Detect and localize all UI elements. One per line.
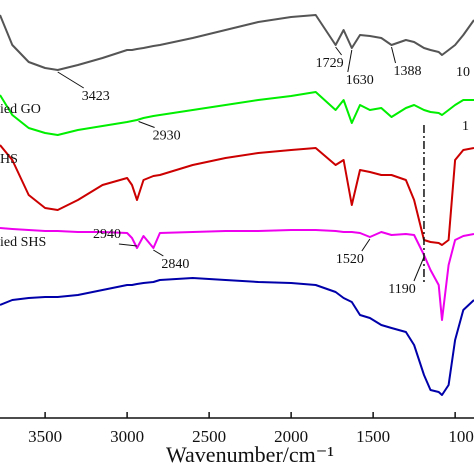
annotation: 2930 — [153, 129, 181, 144]
annotation-leader — [118, 243, 138, 247]
spectrum-line — [0, 14, 474, 71]
series-label: ied GO — [0, 102, 41, 117]
annotation-leader — [335, 46, 342, 56]
x-tick-label: 3500 — [28, 427, 62, 446]
x-tick-label: 2500 — [192, 427, 226, 446]
annotation-leader — [413, 256, 425, 282]
annotation: 10 — [456, 65, 470, 80]
spectrum-line — [0, 277, 474, 396]
annotation: 1 — [462, 119, 469, 134]
x-tick-label: 3000 — [110, 427, 144, 446]
spectrum-line — [0, 227, 474, 321]
annotation: 1630 — [346, 73, 374, 88]
annotation: 2840 — [161, 257, 189, 272]
annotation: 1388 — [394, 64, 422, 79]
series-label: HS — [0, 152, 18, 167]
annotation-leader — [361, 238, 371, 252]
spectrum-line — [0, 91, 474, 136]
annotation: 1520 — [336, 252, 364, 267]
series-label: ied SHS — [0, 235, 46, 250]
x-axis-title: Wavenumber/cm⁻¹ — [166, 442, 334, 467]
annotation-leader — [391, 46, 396, 64]
annotation: 3423 — [82, 89, 110, 104]
x-tick-label: 2000 — [274, 427, 308, 446]
annotation-leader — [138, 121, 155, 128]
annotation-leader — [347, 49, 353, 73]
annotation: 1190 — [388, 282, 415, 297]
annotation-leader — [57, 71, 84, 89]
annotation: 1729 — [316, 56, 344, 71]
x-tick-label: 100 — [448, 427, 474, 446]
annotation: 2940 — [93, 227, 121, 242]
spectrum-line — [0, 144, 474, 246]
x-tick-label: 1500 — [356, 427, 390, 446]
annotation-leader — [153, 249, 164, 257]
